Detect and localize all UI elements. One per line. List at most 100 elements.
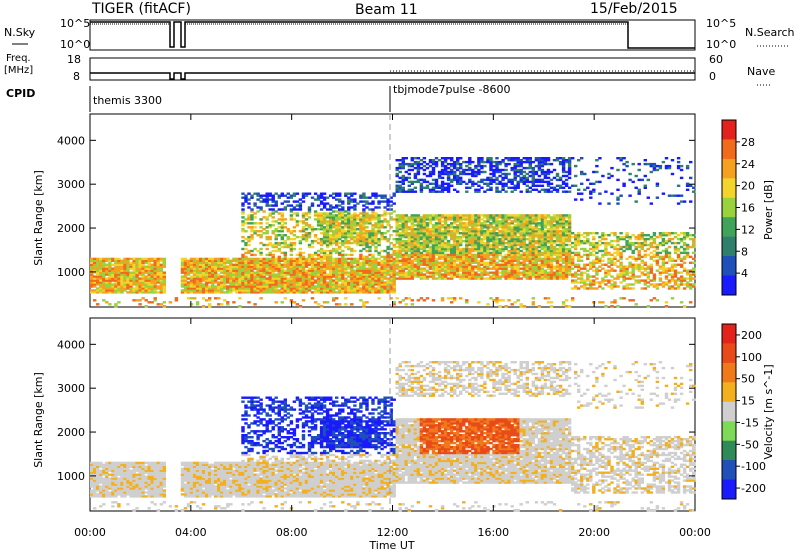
heatmap-cell xyxy=(507,265,511,268)
heatmap-cell xyxy=(217,289,221,292)
heatmap-cell xyxy=(507,257,511,261)
heatmap-cell xyxy=(226,285,230,288)
heatmap-cell xyxy=(504,277,508,280)
heatmap-cell xyxy=(549,263,554,266)
heatmap-cell xyxy=(295,261,300,264)
heatmap-cell xyxy=(268,241,272,245)
heatmap-cell xyxy=(377,230,381,233)
heatmap-cell xyxy=(295,285,300,288)
heatmap-cell xyxy=(501,247,505,251)
heatmap-cell xyxy=(338,212,342,215)
heatmap-cell xyxy=(135,263,139,266)
heatmap-cell xyxy=(489,232,493,235)
heatmap-cell xyxy=(214,277,218,280)
heatmap-cell xyxy=(96,277,100,280)
heatmap-cell xyxy=(335,226,339,229)
heatmap-cell xyxy=(138,259,142,262)
heatmap-cell xyxy=(319,269,324,272)
heatmap-cell xyxy=(102,271,106,274)
heatmap-cell xyxy=(120,283,124,286)
heatmap-cell xyxy=(117,283,121,286)
heatmap-cell xyxy=(416,253,421,257)
heatmap-cell xyxy=(280,194,284,197)
heatmap-cell xyxy=(561,226,566,229)
heatmap-cell xyxy=(301,299,306,302)
heatmap-cell xyxy=(316,249,321,253)
heatmap-cell xyxy=(543,275,548,278)
heatmap-cell xyxy=(567,261,572,264)
heatmap-cell xyxy=(353,224,357,227)
heatmap-cell xyxy=(416,168,421,172)
heatmap-cell xyxy=(422,232,427,235)
heatmap-cell xyxy=(310,271,315,274)
heatmap-cell xyxy=(519,226,523,229)
heatmap-cell xyxy=(471,245,475,249)
heatmap-cell xyxy=(365,301,369,304)
heatmap-cell xyxy=(313,261,318,264)
heatmap-cell xyxy=(558,243,563,247)
heatmap-cell xyxy=(416,166,421,170)
heatmap-cell xyxy=(159,303,163,306)
heatmap-cell xyxy=(141,265,145,268)
nsky-trace xyxy=(90,21,695,49)
heatmap-cell xyxy=(359,267,363,270)
heatmap-cell xyxy=(498,190,502,193)
heatmap-cell xyxy=(325,281,330,284)
heatmap-cell xyxy=(277,277,281,280)
heatmap-cell xyxy=(335,220,339,223)
heatmap-cell xyxy=(471,271,475,274)
heatmap-cell xyxy=(555,214,560,217)
heatmap-cell xyxy=(90,283,94,286)
heatmap-cell xyxy=(335,230,339,233)
heatmap-cell xyxy=(135,273,139,276)
heatmap-cell xyxy=(208,303,212,306)
heatmap-cell xyxy=(277,291,281,294)
heatmap-cell xyxy=(407,228,411,231)
heatmap-cell xyxy=(141,257,145,261)
heatmap-cell xyxy=(292,287,297,290)
heatmap-cell xyxy=(431,265,436,268)
heatmap-cell xyxy=(392,230,396,233)
heatmap-cell xyxy=(159,271,163,274)
heatmap-cell xyxy=(425,277,430,280)
heatmap-cell xyxy=(374,206,378,209)
heatmap-cell xyxy=(338,291,342,294)
heatmap-cell xyxy=(540,170,545,174)
heatmap-cell xyxy=(319,285,324,288)
heatmap-cell xyxy=(247,277,251,280)
heatmap-cell xyxy=(501,220,505,223)
heatmap-cell xyxy=(498,259,502,262)
heatmap-cell xyxy=(368,263,372,266)
heatmap-cell xyxy=(211,261,215,264)
heatmap-cell xyxy=(446,267,451,270)
heatmap-cell xyxy=(453,267,457,270)
heatmap-cell xyxy=(371,237,375,241)
heatmap-cell xyxy=(540,253,545,257)
heatmap-cell xyxy=(546,220,551,223)
heatmap-cell xyxy=(362,303,366,306)
heatmap-cell xyxy=(325,212,330,215)
heatmap-cell xyxy=(531,230,535,233)
heatmap-cell xyxy=(189,281,194,284)
heatmap-cell xyxy=(319,200,324,203)
heatmap-cell xyxy=(486,237,490,241)
heatmap-cell xyxy=(552,188,557,191)
heatmap-cell xyxy=(377,263,381,266)
heatmap-cell xyxy=(353,259,357,262)
heatmap-cell xyxy=(235,277,239,280)
heatmap-cell xyxy=(471,174,475,178)
heatmap-cell xyxy=(564,265,569,268)
heatmap-cell xyxy=(540,271,545,274)
heatmap-cell xyxy=(446,216,451,219)
heatmap-cell xyxy=(462,273,466,276)
heatmap-cell xyxy=(280,226,284,229)
heatmap-cell xyxy=(404,255,408,259)
heatmap-cell xyxy=(217,297,221,300)
heatmap-cell xyxy=(335,214,339,217)
heatmap-cell xyxy=(344,297,348,300)
heatmap-cell xyxy=(304,239,309,243)
heatmap-cell xyxy=(428,218,433,221)
heatmap-cell xyxy=(567,305,572,308)
heatmap-cell xyxy=(537,162,542,166)
heatmap-cell xyxy=(492,261,496,264)
